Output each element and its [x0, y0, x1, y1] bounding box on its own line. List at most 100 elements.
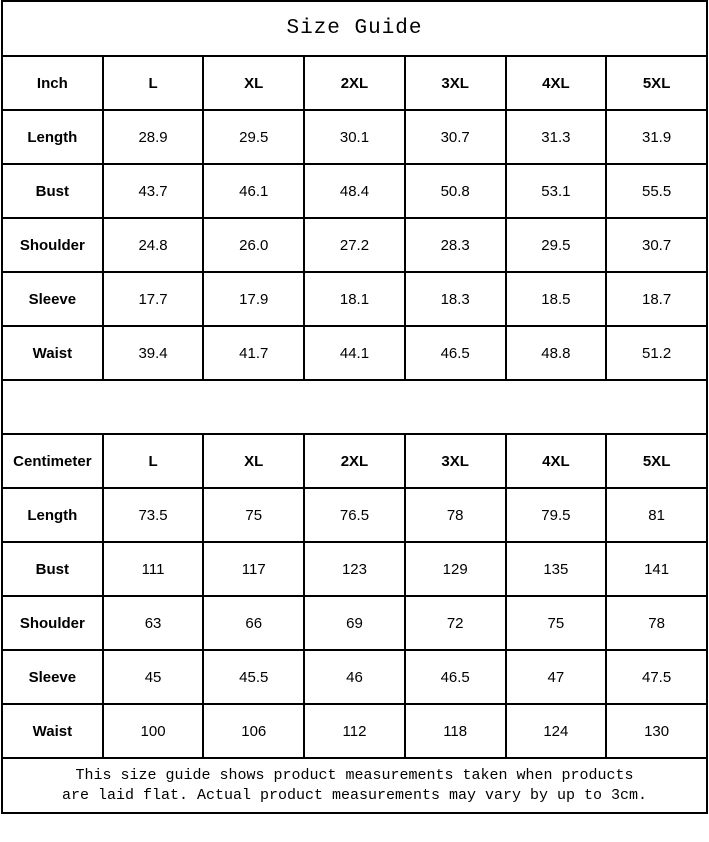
row-label: Length: [1, 487, 104, 543]
table-row: Bust 111 117 123 129 135 141: [1, 541, 708, 597]
measurement-value-cell: 24.8: [101, 217, 205, 273]
measurement-value-cell: 48.8: [504, 325, 608, 381]
title-row: Size Guide: [1, 0, 708, 57]
footer-row: This size guide shows product measuremen…: [1, 757, 708, 814]
gap-cell: [1, 379, 708, 435]
measurement-value-cell: 72: [403, 595, 507, 651]
measurement-value-cell: 75: [504, 595, 608, 651]
measurement-value-cell: 112: [303, 703, 406, 759]
measurement-value-cell: 30.7: [403, 109, 507, 165]
measurement-value-cell: 81: [605, 487, 708, 543]
table-row: Sleeve 17.7 17.9 18.1 18.3 18.5 18.7: [1, 271, 708, 327]
size-column-header: 4XL: [504, 55, 608, 111]
size-column-header: L: [101, 433, 205, 489]
table-row: Length 28.9 29.5 30.1 30.7 31.3 31.9: [1, 109, 708, 165]
measurement-value-cell: 18.5: [504, 271, 608, 327]
size-guide-table: Size Guide Inch L XL 2XL 3XL 4XL 5XL Len…: [1, 0, 708, 814]
measurement-value-cell: 141: [605, 541, 708, 597]
size-column-header: 2XL: [303, 55, 406, 111]
size-column-header: 4XL: [504, 433, 608, 489]
table-row: Length 73.5 75 76.5 78 79.5 81: [1, 487, 708, 543]
measurement-value-cell: 66: [202, 595, 306, 651]
measurement-value-cell: 26.0: [202, 217, 306, 273]
footer-note-line1: This size guide shows product measuremen…: [75, 766, 634, 784]
footer-note: This size guide shows product measuremen…: [1, 757, 708, 814]
measurement-value-cell: 63: [101, 595, 205, 651]
measurement-value-cell: 28.3: [403, 217, 507, 273]
measurement-value-cell: 46.1: [202, 163, 306, 219]
measurement-value-cell: 75: [202, 487, 306, 543]
measurement-value-cell: 48.4: [303, 163, 406, 219]
unit-header-inch: Inch: [1, 55, 104, 111]
measurement-value-cell: 45.5: [202, 649, 306, 705]
row-label: Sleeve: [1, 271, 104, 327]
measurement-value-cell: 46.5: [403, 649, 507, 705]
measurement-value-cell: 47: [504, 649, 608, 705]
measurement-value-cell: 30.7: [605, 217, 708, 273]
row-label: Bust: [1, 163, 104, 219]
measurement-value-cell: 73.5: [101, 487, 205, 543]
measurement-value-cell: 17.7: [101, 271, 205, 327]
table-gap-row: [1, 379, 708, 435]
measurement-value-cell: 78: [605, 595, 708, 651]
page-title: Size Guide: [1, 0, 708, 57]
measurement-value-cell: 135: [504, 541, 608, 597]
measurement-value-cell: 129: [403, 541, 507, 597]
table-row: Sleeve 45 45.5 46 46.5 47 47.5: [1, 649, 708, 705]
measurement-value-cell: 18.1: [303, 271, 406, 327]
measurement-value-cell: 27.2: [303, 217, 406, 273]
size-column-header: 2XL: [303, 433, 406, 489]
measurement-value-cell: 39.4: [101, 325, 205, 381]
table-row: Shoulder 63 66 69 72 75 78: [1, 595, 708, 651]
row-label: Waist: [1, 325, 104, 381]
measurement-value-cell: 28.9: [101, 109, 205, 165]
row-label: Sleeve: [1, 649, 104, 705]
row-label: Length: [1, 109, 104, 165]
row-label: Bust: [1, 541, 104, 597]
table-row: Shoulder 24.8 26.0 27.2 28.3 29.5 30.7: [1, 217, 708, 273]
measurement-value-cell: 45: [101, 649, 205, 705]
measurement-value-cell: 111: [101, 541, 205, 597]
measurement-value-cell: 18.3: [403, 271, 507, 327]
size-column-header: L: [101, 55, 205, 111]
measurement-value-cell: 130: [605, 703, 708, 759]
measurement-value-cell: 100: [101, 703, 205, 759]
measurement-value-cell: 53.1: [504, 163, 608, 219]
measurement-value-cell: 117: [202, 541, 306, 597]
measurement-value-cell: 78: [403, 487, 507, 543]
table-row: Bust 43.7 46.1 48.4 50.8 53.1 55.5: [1, 163, 708, 219]
measurement-value-cell: 76.5: [303, 487, 406, 543]
measurement-value-cell: 31.9: [605, 109, 708, 165]
measurement-value-cell: 30.1: [303, 109, 406, 165]
measurement-value-cell: 50.8: [403, 163, 507, 219]
measurement-value-cell: 69: [303, 595, 406, 651]
measurement-value-cell: 51.2: [605, 325, 708, 381]
size-column-header: XL: [202, 433, 306, 489]
measurement-value-cell: 46: [303, 649, 406, 705]
row-label: Shoulder: [1, 595, 104, 651]
measurement-value-cell: 41.7: [202, 325, 306, 381]
size-column-header: 3XL: [403, 433, 507, 489]
measurement-value-cell: 47.5: [605, 649, 708, 705]
measurement-value-cell: 31.3: [504, 109, 608, 165]
measurement-value-cell: 18.7: [605, 271, 708, 327]
measurement-value-cell: 17.9: [202, 271, 306, 327]
footer-note-line2: are laid flat. Actual product measuremen…: [61, 786, 648, 804]
measurement-value-cell: 123: [303, 541, 406, 597]
measurement-value-cell: 44.1: [303, 325, 406, 381]
size-column-header: 3XL: [403, 55, 507, 111]
measurement-value-cell: 29.5: [202, 109, 306, 165]
row-label: Shoulder: [1, 217, 104, 273]
measurement-value-cell: 106: [202, 703, 306, 759]
measurement-value-cell: 118: [403, 703, 507, 759]
row-label: Waist: [1, 703, 104, 759]
table-row: Waist 39.4 41.7 44.1 46.5 48.8 51.2: [1, 325, 708, 381]
measurement-value-cell: 46.5: [403, 325, 507, 381]
measurement-value-cell: 29.5: [504, 217, 608, 273]
table-row: Waist 100 106 112 118 124 130: [1, 703, 708, 759]
size-column-header: 5XL: [605, 55, 708, 111]
measurement-value-cell: 124: [504, 703, 608, 759]
centimeter-header-row: Centimeter L XL 2XL 3XL 4XL 5XL: [1, 433, 708, 489]
measurement-value-cell: 55.5: [605, 163, 708, 219]
inch-header-row: Inch L XL 2XL 3XL 4XL 5XL: [1, 55, 708, 111]
